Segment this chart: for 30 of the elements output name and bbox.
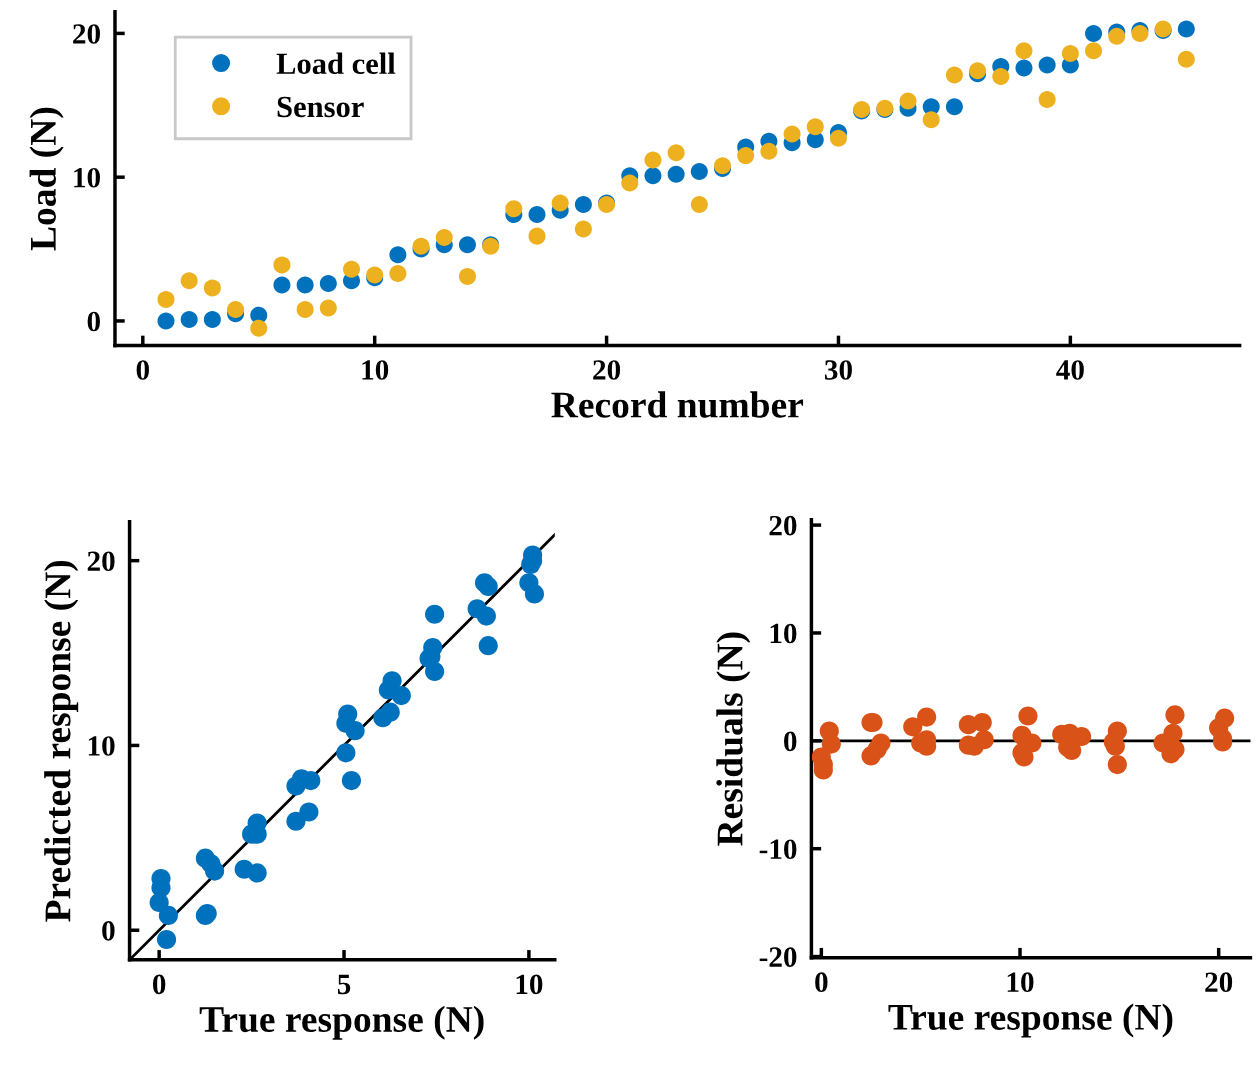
x-tick-label: 10	[362, 360, 389, 380]
x-tick-label: 20	[593, 360, 621, 380]
y-tick-label: 0	[87, 311, 100, 332]
legend-label: Sensor	[277, 96, 364, 118]
x-axis-title: True response (N)	[888, 1003, 1173, 1038]
x-tick-label: 0	[152, 974, 166, 995]
y-tick-label: 20	[769, 515, 797, 536]
y-tick-label: 10	[770, 623, 797, 644]
x-tick-label: 10	[1007, 972, 1034, 993]
y-axis-title: Residuals (N)	[716, 632, 751, 846]
y-tick-label: 20	[73, 24, 100, 44]
y-tick-label: 20	[87, 551, 115, 572]
x-tick-label: 40	[1056, 360, 1084, 380]
legend-label: Load cell	[276, 52, 396, 75]
x-tick-label: 10	[516, 974, 543, 995]
y-axis-title: Predicted response (N)	[44, 560, 79, 922]
x-tick-label: 30	[824, 360, 852, 380]
y-tick-label: -10	[759, 839, 797, 860]
y-tick-label: -20	[759, 947, 797, 967]
y-tick-label: 0	[102, 920, 115, 941]
y-tick-label: 10	[74, 167, 100, 188]
y-tick-label: 0	[784, 731, 797, 752]
y-axis-title: Load (N)	[29, 107, 64, 251]
x-tick-label: 0	[815, 972, 828, 993]
x-tick-label: 20	[1205, 972, 1233, 993]
x-axis-title: True response (N)	[199, 1005, 484, 1040]
x-axis-title: Record number	[551, 391, 804, 418]
x-tick-label: 5	[337, 974, 351, 995]
x-tick-label: 0	[136, 360, 149, 380]
y-tick-label: 10	[88, 736, 115, 756]
